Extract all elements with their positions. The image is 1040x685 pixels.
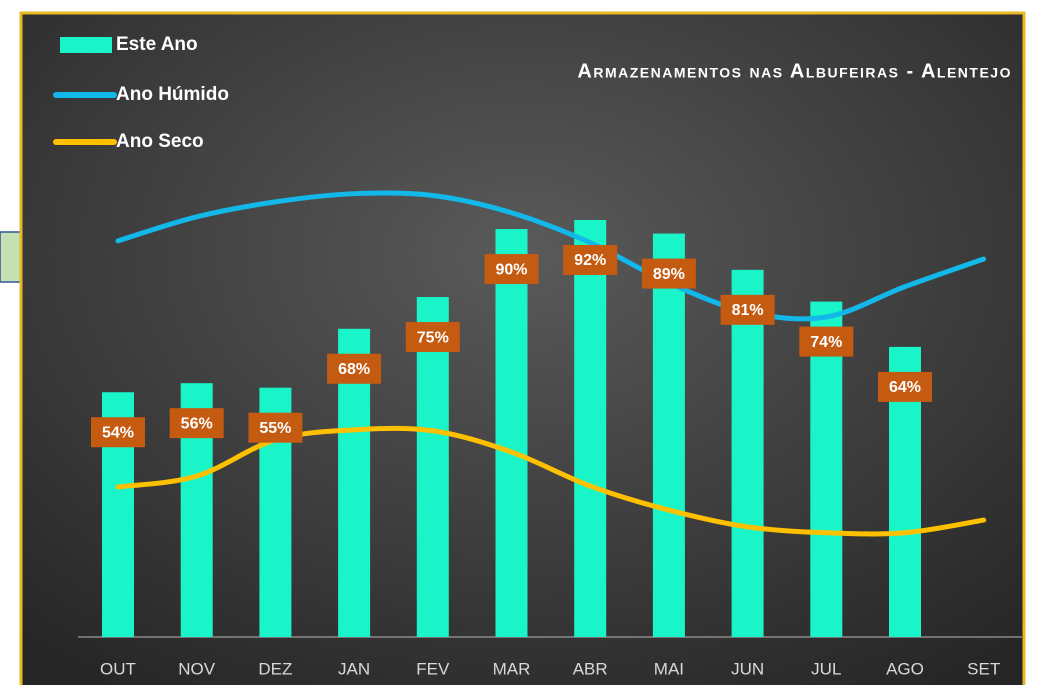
data-label-box [720,294,775,325]
x-tick-label: DEZ [258,659,292,678]
x-tick-label: MAR [493,659,531,678]
x-tick-label: NOV [178,659,216,678]
legend-label: Ano Húmido [116,84,229,105]
bar [574,219,607,638]
data-label-box [405,322,460,353]
chart-title: Armazenamentos nas Albufeiras - Alentejo [577,60,1012,82]
data-label: 74% [810,334,842,351]
x-tick-label: ABR [573,659,608,678]
legend-label: Este Ano [116,34,198,55]
bar [495,229,528,637]
x-tick-label: MAI [654,659,684,678]
bar [731,269,764,637]
x-tick-label: AGO [886,659,924,678]
data-label: 54% [102,424,134,441]
x-tick-label: SET [967,659,1000,678]
legend-label: Ano Seco [116,131,204,152]
x-tick-label: FEV [416,659,450,678]
x-tick-label: OUT [100,659,136,678]
x-tick-label: JAN [338,659,370,678]
bar [416,297,449,637]
data-label-box [641,258,696,289]
bar [810,301,843,637]
data-label-box [799,326,854,357]
data-label: 56% [181,415,213,432]
data-label-box [327,353,382,384]
x-tick-label: JUN [731,659,764,678]
data-label-box [563,244,618,275]
bar [652,233,685,637]
data-label: 90% [495,261,527,278]
data-label: 75% [417,329,449,346]
line [115,425,987,537]
data-label: 89% [653,266,685,283]
data-label-box [484,254,539,285]
data-label: 64% [889,379,921,396]
x-tick-label: JUL [811,659,841,678]
data-label: 92% [574,252,606,269]
data-label: 55% [259,420,291,437]
data-label: 81% [732,302,764,319]
data-label-box [169,408,224,439]
data-label-box [248,412,303,443]
data-label-box [878,371,932,402]
legend-swatch [60,37,112,53]
data-label: 68% [338,361,370,378]
line [115,190,987,322]
data-label-box [91,417,145,448]
